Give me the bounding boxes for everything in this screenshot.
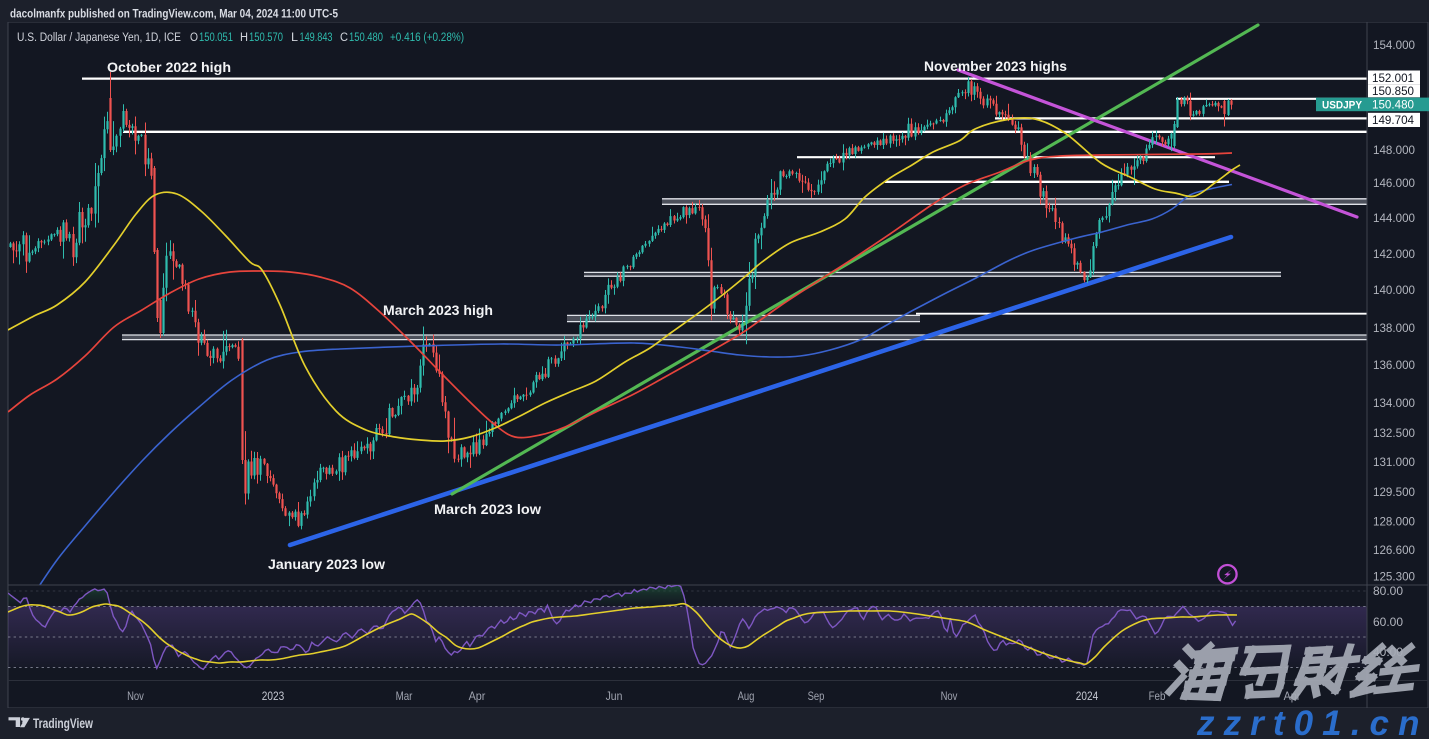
svg-text:March 2023 low: March 2023 low	[434, 502, 541, 517]
svg-text:150.051: 150.051	[199, 30, 233, 44]
svg-text:142.000: 142.000	[1373, 247, 1415, 261]
svg-text:2024: 2024	[1076, 689, 1099, 703]
svg-text:60.00: 60.00	[1373, 615, 1403, 629]
svg-text:136.000: 136.000	[1373, 358, 1415, 372]
svg-text:152.001: 152.001	[1372, 71, 1414, 85]
svg-text:132.500: 132.500	[1373, 426, 1415, 440]
svg-text:149.704: 149.704	[1372, 113, 1414, 127]
svg-text:dacolmanfx published on Tradin: dacolmanfx published on TradingView.com,…	[10, 7, 338, 21]
svg-text:October 2022 high: October 2022 high	[107, 60, 231, 75]
svg-text:Nov: Nov	[941, 689, 958, 703]
svg-text:Jun: Jun	[606, 689, 623, 703]
svg-text:80.00: 80.00	[1373, 584, 1403, 598]
svg-text:O: O	[190, 30, 198, 44]
svg-text:149.843: 149.843	[300, 30, 333, 44]
svg-text:November 2023 highs: November 2023 highs	[924, 59, 1067, 74]
svg-text:TradingView: TradingView	[33, 716, 93, 731]
svg-text:March 2023 high: March 2023 high	[383, 303, 493, 318]
svg-text:129.500: 129.500	[1373, 485, 1415, 499]
svg-text:L: L	[291, 30, 298, 44]
svg-text:126.600: 126.600	[1373, 543, 1415, 557]
svg-text:C: C	[340, 30, 348, 44]
svg-text:134.000: 134.000	[1373, 396, 1415, 410]
svg-text:125.300: 125.300	[1373, 570, 1415, 584]
svg-text:146.000: 146.000	[1373, 176, 1415, 190]
svg-text:Nov: Nov	[127, 689, 144, 703]
svg-text:U.S. Dollar / Japanese Yen, 1D: U.S. Dollar / Japanese Yen, 1D, ICE	[17, 30, 181, 44]
svg-text:USDJPY: USDJPY	[1322, 99, 1362, 111]
svg-text:131.000: 131.000	[1373, 455, 1415, 469]
svg-text:2023: 2023	[262, 689, 285, 703]
svg-text:150.480: 150.480	[1372, 98, 1414, 112]
svg-text:Sep: Sep	[808, 689, 825, 703]
svg-text:144.000: 144.000	[1373, 211, 1415, 225]
svg-text:Apr: Apr	[469, 689, 486, 703]
svg-text:140.000: 140.000	[1373, 283, 1415, 297]
svg-text:154.000: 154.000	[1373, 38, 1415, 52]
svg-text:Mar: Mar	[396, 689, 413, 703]
svg-text:January 2023 low: January 2023 low	[268, 557, 385, 572]
svg-text:150.570: 150.570	[249, 30, 283, 44]
svg-text:H: H	[240, 30, 248, 44]
svg-text:138.000: 138.000	[1373, 321, 1415, 335]
svg-text:Aug: Aug	[738, 689, 755, 703]
svg-text:zzrt01.cn: zzrt01.cn	[1196, 704, 1429, 739]
svg-text:128.000: 128.000	[1373, 515, 1415, 529]
svg-text:148.000: 148.000	[1373, 143, 1415, 157]
svg-text:+0.416 (+0.28%): +0.416 (+0.28%)	[390, 30, 464, 44]
svg-text:150.480: 150.480	[349, 30, 383, 44]
svg-text:Feb: Feb	[1149, 689, 1166, 703]
svg-text:150.850: 150.850	[1372, 84, 1414, 98]
